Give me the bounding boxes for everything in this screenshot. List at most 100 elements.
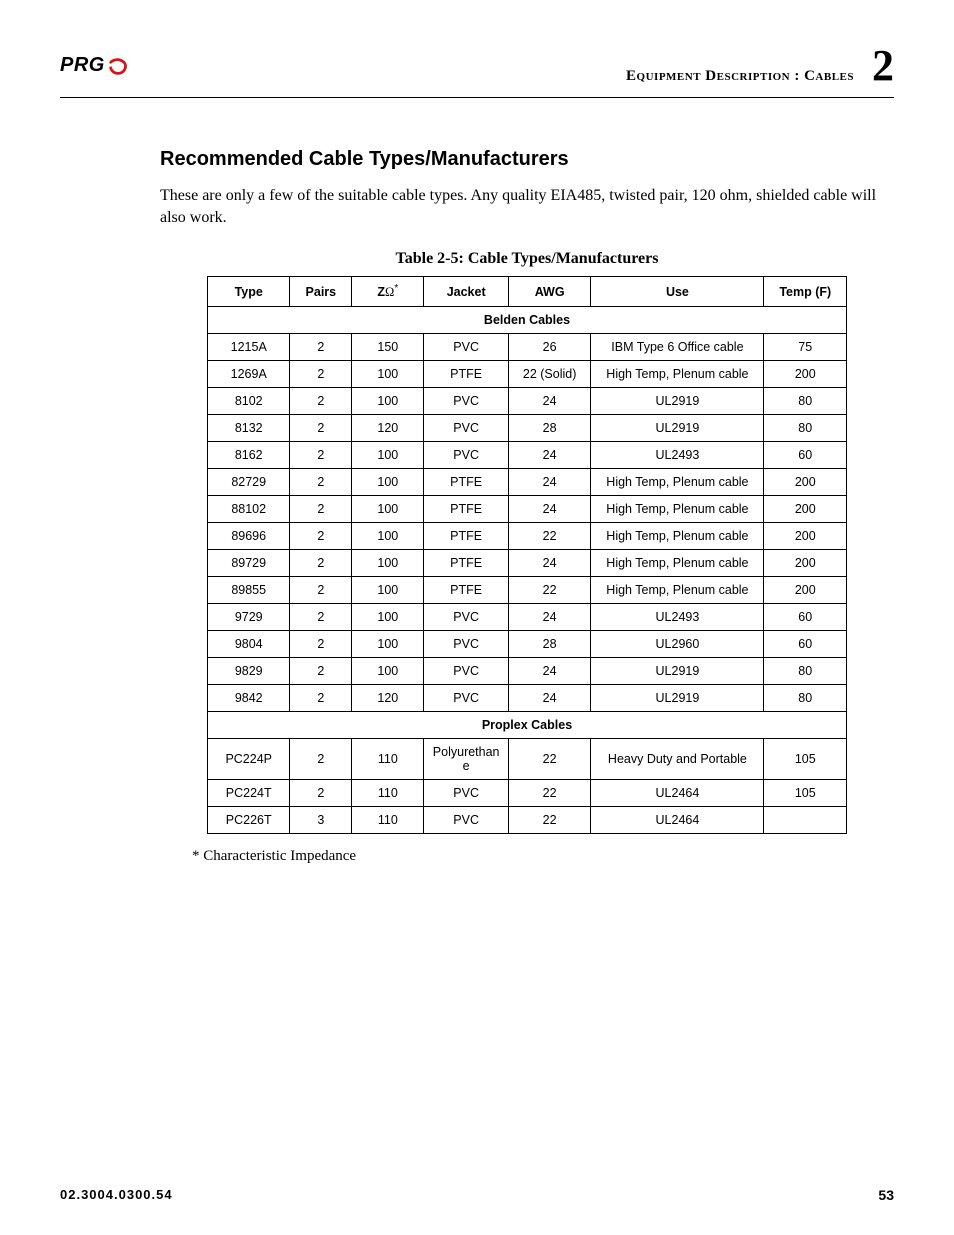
cell-use: UL2919 (591, 415, 764, 442)
cell-jacket: PTFE (424, 496, 509, 523)
cell-use: High Temp, Plenum cable (591, 496, 764, 523)
cell-type: 1215A (208, 334, 290, 361)
cell-jacket: PVC (424, 631, 509, 658)
header-right: Equipment Description : Cables 2 (626, 40, 894, 91)
cell-temp: 80 (764, 685, 847, 712)
cell-z: 100 (352, 550, 424, 577)
cell-use: High Temp, Plenum cable (591, 523, 764, 550)
cell-type: 89855 (208, 577, 290, 604)
table-row: 81022100PVC24UL291980 (208, 388, 847, 415)
cell-use: High Temp, Plenum cable (591, 577, 764, 604)
cell-use: UL2493 (591, 604, 764, 631)
cell-jacket: PVC (424, 604, 509, 631)
table-section-row: Belden Cables (208, 307, 847, 334)
cell-awg: 22 (508, 739, 590, 780)
cell-z: 110 (352, 780, 424, 807)
cell-type: 9829 (208, 658, 290, 685)
cell-awg: 22 (508, 523, 590, 550)
cell-z: 100 (352, 604, 424, 631)
cell-z: 120 (352, 685, 424, 712)
cell-pairs: 2 (290, 550, 352, 577)
cell-jacket: PVC (424, 807, 509, 834)
cell-temp: 75 (764, 334, 847, 361)
cell-pairs: 2 (290, 631, 352, 658)
cell-type: 9804 (208, 631, 290, 658)
cell-awg: 22 (508, 577, 590, 604)
z-prefix: Z (377, 285, 385, 299)
cell-jacket: PVC (424, 442, 509, 469)
table-row: PC224P2110Polyurethane22Heavy Duty and P… (208, 739, 847, 780)
section-heading: Recommended Cable Types/Manufacturers (160, 148, 894, 171)
cell-pairs: 2 (290, 388, 352, 415)
cell-temp: 200 (764, 496, 847, 523)
cell-type: PC224T (208, 780, 290, 807)
cell-z: 100 (352, 631, 424, 658)
col-header-z: ZΩ* (352, 277, 424, 307)
table-section-row: Proplex Cables (208, 712, 847, 739)
cell-type: 9729 (208, 604, 290, 631)
table-section-label: Proplex Cables (208, 712, 847, 739)
cell-use: High Temp, Plenum cable (591, 550, 764, 577)
cell-awg: 24 (508, 685, 590, 712)
page-number: 53 (878, 1187, 894, 1203)
cell-jacket: PVC (424, 685, 509, 712)
page-content: Recommended Cable Types/Manufacturers Th… (60, 148, 894, 865)
cell-z: 120 (352, 415, 424, 442)
cell-temp: 60 (764, 604, 847, 631)
col-header-temp: Temp (F) (764, 277, 847, 307)
cell-awg: 28 (508, 631, 590, 658)
cell-pairs: 2 (290, 415, 352, 442)
cell-z: 100 (352, 523, 424, 550)
cell-use: UL2464 (591, 780, 764, 807)
cell-temp: 200 (764, 523, 847, 550)
table-row: 897292100PTFE24High Temp, Plenum cable20… (208, 550, 847, 577)
cell-awg: 26 (508, 334, 590, 361)
cell-temp (764, 807, 847, 834)
cell-jacket: PTFE (424, 550, 509, 577)
cell-temp: 80 (764, 658, 847, 685)
col-header-awg: AWG (508, 277, 590, 307)
table-row: PC226T3110PVC22UL2464 (208, 807, 847, 834)
cell-jacket: PVC (424, 415, 509, 442)
table-row: 98042100PVC28UL296060 (208, 631, 847, 658)
cell-z: 100 (352, 577, 424, 604)
cell-jacket: PTFE (424, 577, 509, 604)
cell-use: High Temp, Plenum cable (591, 469, 764, 496)
cell-pairs: 2 (290, 469, 352, 496)
cell-z: 100 (352, 361, 424, 388)
cell-z: 110 (352, 807, 424, 834)
cell-awg: 24 (508, 658, 590, 685)
cell-use: IBM Type 6 Office cable (591, 334, 764, 361)
cell-use: Heavy Duty and Portable (591, 739, 764, 780)
cell-use: UL2493 (591, 442, 764, 469)
z-omega: Ω (385, 285, 394, 299)
cell-temp: 200 (764, 361, 847, 388)
cell-z: 100 (352, 388, 424, 415)
cell-use: UL2919 (591, 685, 764, 712)
cell-z: 100 (352, 469, 424, 496)
cell-awg: 24 (508, 388, 590, 415)
cell-z: 100 (352, 658, 424, 685)
cell-jacket: PVC (424, 658, 509, 685)
cell-awg: 22 (Solid) (508, 361, 590, 388)
logo-text: PRG (60, 54, 105, 77)
cell-z: 100 (352, 442, 424, 469)
cell-awg: 24 (508, 550, 590, 577)
table-row: 98422120PVC24UL291980 (208, 685, 847, 712)
section-intro: These are only a few of the suitable cab… (160, 185, 894, 228)
cell-jacket: PTFE (424, 361, 509, 388)
cell-type: 88102 (208, 496, 290, 523)
col-header-pairs: Pairs (290, 277, 352, 307)
logo-swirl-icon (107, 55, 129, 77)
cell-awg: 24 (508, 442, 590, 469)
brand-logo: PRG (60, 54, 129, 77)
cell-temp: 80 (764, 415, 847, 442)
cell-awg: 28 (508, 415, 590, 442)
cell-use: UL2960 (591, 631, 764, 658)
chapter-number: 2 (872, 40, 894, 91)
cell-jacket: PVC (424, 780, 509, 807)
table-row: 881022100PTFE24High Temp, Plenum cable20… (208, 496, 847, 523)
cell-type: 8102 (208, 388, 290, 415)
col-header-type: Type (208, 277, 290, 307)
cell-temp: 200 (764, 577, 847, 604)
